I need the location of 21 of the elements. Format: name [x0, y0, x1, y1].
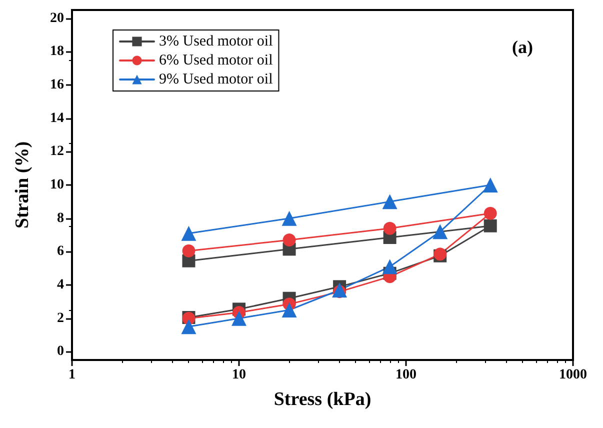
x-tick-label: 1000 — [559, 368, 587, 382]
y-tick-label: 2 — [57, 310, 64, 326]
x-tick-label: 10 — [232, 368, 246, 382]
y-tick-label: 10 — [50, 178, 64, 192]
y-tick-label: 0 — [57, 344, 64, 360]
y-tick-label: 20 — [50, 10, 64, 26]
x-tick-label: 1 — [68, 368, 76, 382]
x-axis-title: Stress (kPa) — [274, 389, 372, 410]
y-tick-label: 4 — [57, 278, 64, 292]
annotation: (a) — [512, 37, 534, 57]
legend-label: 6% Used motor oil — [159, 52, 273, 68]
y-axis-title: Strain (%) — [12, 141, 33, 229]
y-tick-label: 16 — [50, 78, 64, 92]
legend-label: 9% Used motor oil — [159, 72, 273, 88]
y-tick-label: 14 — [50, 110, 64, 126]
y-tick-label: 8 — [57, 210, 64, 226]
y-tick-label: 12 — [50, 144, 64, 160]
legend-label: 3% Used motor oil — [159, 34, 273, 50]
x-tick-label: 100 — [396, 368, 416, 382]
y-tick-label: 18 — [50, 44, 64, 60]
y-tick-label: 6 — [57, 244, 64, 260]
